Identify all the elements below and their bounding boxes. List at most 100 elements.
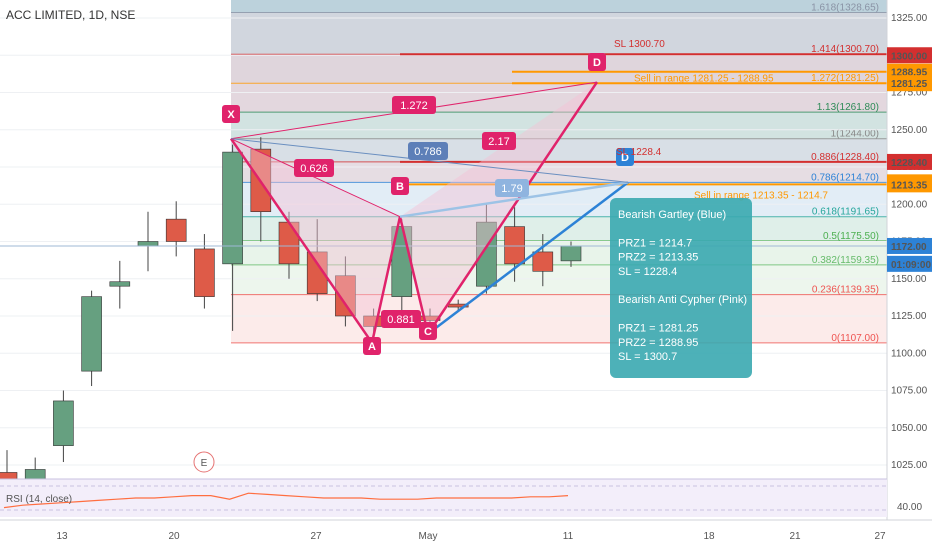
sl-mid-label: SL 1228.4 bbox=[616, 147, 662, 158]
ratio-label-bg bbox=[408, 142, 448, 160]
candle-body bbox=[560, 245, 582, 262]
ratio-label: 1.272 bbox=[400, 100, 428, 112]
point-label-bg bbox=[222, 105, 240, 123]
fib-label: 0.236(1139.35) bbox=[812, 285, 879, 296]
time-tick-label: May bbox=[419, 531, 438, 542]
event-marker bbox=[193, 451, 215, 473]
fib-label: 0.382(1159.35) bbox=[812, 255, 879, 266]
time-tick-label: 27 bbox=[874, 531, 886, 542]
fib-zone bbox=[231, 294, 887, 343]
sell-mid-label: Sell in range 1213.35 - 1214.7 bbox=[694, 190, 828, 201]
price-axis: 1325.001300.001275.001250.001225.001200.… bbox=[886, 0, 932, 520]
note-box-bg bbox=[610, 198, 752, 378]
candle-body bbox=[532, 251, 554, 272]
candle-body bbox=[81, 296, 102, 372]
time-tick-label: 20 bbox=[168, 531, 180, 542]
price-tag-bg bbox=[887, 255, 932, 272]
note-line: Bearish Anti Cypher (Pink) bbox=[618, 294, 747, 306]
time-tick-label: 18 bbox=[703, 531, 715, 542]
time-tick-label: 13 bbox=[56, 531, 68, 542]
price-tag-bg bbox=[887, 47, 932, 64]
ratio-label-bg bbox=[482, 132, 516, 150]
candle-body bbox=[306, 251, 328, 294]
fib-label: 1(1244.00) bbox=[831, 129, 879, 140]
point-label-bg bbox=[391, 177, 409, 195]
grid bbox=[0, 17, 887, 466]
chart-title: ACC LIMITED, 1D, NSE bbox=[6, 8, 135, 22]
point-label: C bbox=[424, 326, 432, 338]
price-tag-label: 1281.25 bbox=[891, 79, 928, 90]
point-label: B bbox=[396, 181, 404, 193]
fib-zone bbox=[231, 0, 887, 13]
point-label: X bbox=[227, 109, 235, 121]
price-tick-label: 1050.00 bbox=[891, 423, 928, 434]
note-line: PRZ1 = 1214.7 bbox=[618, 237, 692, 249]
price-tag-bg bbox=[887, 153, 932, 170]
price-tag-bg bbox=[887, 176, 932, 193]
gartley-bd-line bbox=[399, 181, 629, 218]
fib-label: 1.618(1328.65) bbox=[811, 3, 879, 14]
pattern-fill-xab bbox=[231, 138, 400, 343]
price-tag-bg bbox=[887, 75, 932, 92]
price-tick-label: 1275.00 bbox=[891, 88, 928, 99]
pattern-fill-bcd bbox=[400, 82, 597, 334]
rsi-tick-label: 40.00 bbox=[897, 502, 922, 513]
price-tick-label: 1025.00 bbox=[891, 460, 928, 471]
fib-label: 1.414(1300.70) bbox=[811, 44, 879, 55]
price-tag-label: 1213.35 bbox=[891, 180, 928, 191]
point-label-bg bbox=[363, 337, 381, 355]
fib-label: 1.272(1281.25) bbox=[811, 73, 879, 84]
harmonic-pattern bbox=[229, 81, 629, 346]
time-tick-label: 21 bbox=[789, 531, 801, 542]
note-box: Bearish Gartley (Blue) PRZ1 = 1214.7 PRZ2 … bbox=[610, 198, 752, 378]
price-tick-label: 1150.00 bbox=[891, 274, 927, 285]
xb-line bbox=[230, 138, 401, 218]
point-label-bg bbox=[419, 322, 437, 340]
fib-zone bbox=[231, 138, 887, 162]
candle-body bbox=[53, 400, 74, 446]
price-tick-label: 1325.00 bbox=[891, 13, 928, 24]
note-line: SL = 1228.4 bbox=[618, 266, 677, 278]
fib-zone bbox=[231, 182, 887, 217]
note-line: Bearish Gartley (Blue) bbox=[618, 209, 726, 221]
note-line: PRZ1 = 1281.25 bbox=[618, 323, 698, 335]
candle-body bbox=[24, 469, 46, 481]
ratio-label: 1.79 bbox=[501, 183, 522, 195]
fib-zone bbox=[231, 216, 887, 241]
candle-body bbox=[137, 241, 159, 247]
fib-label: 0.886(1228.40) bbox=[811, 152, 879, 163]
ratio-label: 2.17 bbox=[488, 136, 509, 148]
point-label-bg bbox=[588, 53, 606, 71]
price-tag-label: 1172.00 bbox=[891, 242, 927, 253]
candle-body bbox=[165, 218, 187, 242]
candle-body bbox=[504, 226, 525, 265]
event-marker-label: E bbox=[201, 458, 208, 469]
fib-label: 1.13(1261.80) bbox=[817, 102, 879, 113]
time-axis: 13 20 27 May 11 18 21 27 bbox=[0, 519, 932, 542]
candle-body bbox=[194, 248, 215, 297]
gartley-xd-line bbox=[230, 138, 629, 183]
ratio-label-bg bbox=[381, 310, 421, 328]
price-tag-label: 01:09:00 bbox=[891, 260, 931, 271]
price-tick-label: 1075.00 bbox=[891, 386, 928, 397]
fib-zone bbox=[231, 54, 887, 84]
price-tick-label: 1100.00 bbox=[891, 348, 927, 359]
ratio-label: 0.881 bbox=[387, 314, 415, 326]
ratio-label-bg bbox=[294, 159, 334, 177]
candle-body bbox=[335, 275, 356, 317]
price-tick-label: 1250.00 bbox=[891, 125, 928, 136]
ratio-label-bg bbox=[495, 179, 529, 197]
fib-label: 0(1107.00) bbox=[831, 333, 879, 344]
ratio-label: 0.786 bbox=[414, 146, 442, 158]
time-tick-label: 11 bbox=[563, 531, 574, 542]
rsi-line bbox=[3, 492, 569, 509]
ratio-label: 0.626 bbox=[300, 163, 328, 175]
rsi-pane: RSI (14, close) 40.00 bbox=[0, 478, 922, 517]
rsi-label: RSI (14, close) bbox=[6, 494, 72, 505]
fib-zone bbox=[231, 112, 887, 139]
point-label: D bbox=[621, 152, 629, 164]
price-tick-label: 1200.00 bbox=[891, 199, 928, 210]
point-label: D bbox=[593, 57, 601, 69]
